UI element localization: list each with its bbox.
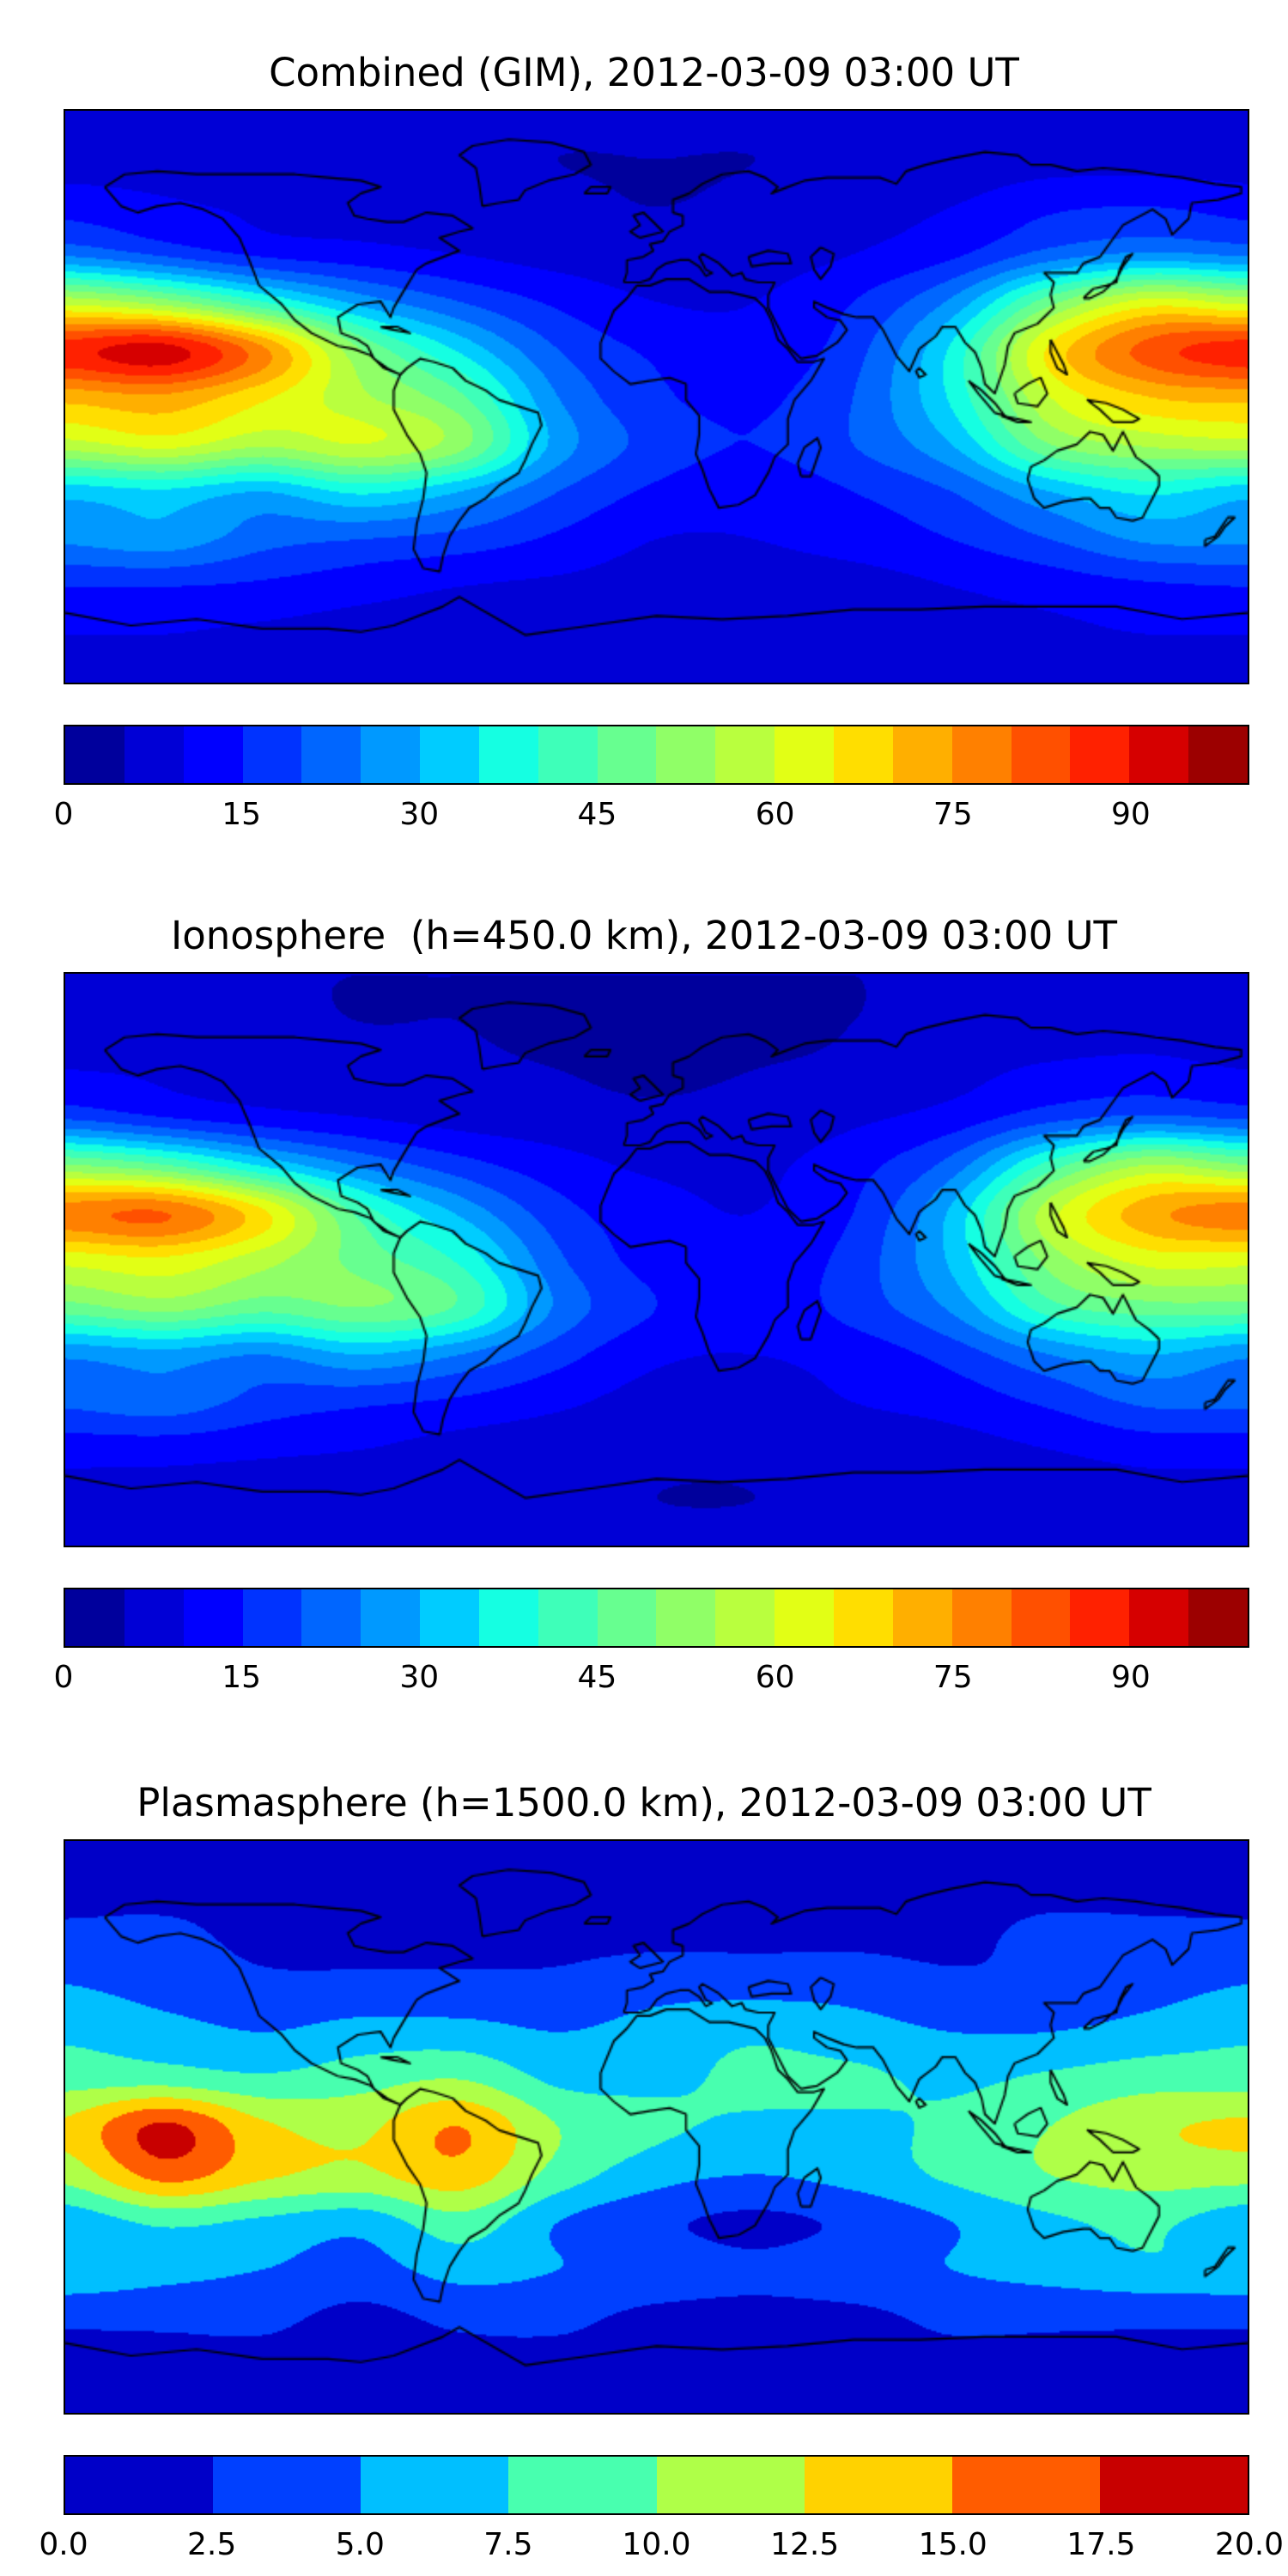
- colorbar-segment: [65, 726, 125, 783]
- colorbar-segment: [656, 1589, 716, 1646]
- map-canvas-combined: [65, 111, 1248, 683]
- panel-combined: Combined (GIM), 2012-03-09 03:00 UT 0 15 3…: [0, 0, 1288, 863]
- colorbar-tick-label: 17.5: [1066, 2527, 1136, 2562]
- colorbar-tick-label: 12.5: [770, 2527, 840, 2562]
- colorbar-segment: [1099, 2457, 1248, 2513]
- colorbar-segment: [478, 726, 538, 783]
- colorbar-segment: [715, 1589, 775, 1646]
- colorbar-segment: [538, 1589, 598, 1646]
- colorbar-tick-labels-plasmasphere: 0.0 2.5 5.0 7.5 10.0 12.5 15.0 17.5 20.0: [39, 2527, 1284, 2568]
- colorbar-tick-label: 10.0: [622, 2527, 691, 2562]
- colorbar-segment: [420, 1589, 479, 1646]
- colorbar-segment: [951, 726, 1012, 783]
- colorbar-tick-label: 0.0: [39, 2527, 88, 2562]
- colorbar-tick-labels-combined: 0 15 30 45 60 75 90: [54, 797, 1249, 838]
- colorbar-combined: [64, 725, 1249, 785]
- colorbar-segment: [361, 1589, 421, 1646]
- colorbar-segment: [1011, 726, 1071, 783]
- world-map-combined: [64, 109, 1249, 684]
- colorbar-segment: [508, 2457, 657, 2513]
- colorbar-tick-label: 90: [1110, 797, 1151, 832]
- colorbar-segment: [65, 1589, 125, 1646]
- colorbar-tick-label: 7.5: [483, 2527, 533, 2562]
- colorbar-segment: [892, 726, 952, 783]
- colorbar-segment: [597, 1589, 657, 1646]
- colorbar-segment: [478, 1589, 538, 1646]
- colorbar-segment: [124, 1589, 184, 1646]
- colorbar-tick-label: 45: [577, 1660, 617, 1695]
- colorbar-segment: [242, 726, 302, 783]
- colorbar-segment: [833, 726, 893, 783]
- colorbar-plasmasphere: [64, 2455, 1249, 2515]
- panel-title: Combined (GIM), 2012-03-09 03:00 UT: [269, 50, 1019, 95]
- colorbar-segment: [951, 1589, 1012, 1646]
- colorbar-tick-label: 15: [222, 797, 262, 832]
- panel-ionosphere: Ionosphere (h=450.0 km), 2012-03-09 03:0…: [0, 863, 1288, 1726]
- colorbar-tick-label: 30: [399, 797, 440, 832]
- colorbar-tick-label: 2.5: [186, 2527, 237, 2562]
- colorbar-segment: [242, 1589, 302, 1646]
- colorbar-segment: [1070, 1589, 1130, 1646]
- colorbar-tick-label: 20.0: [1214, 2527, 1285, 2562]
- colorbar-segment: [715, 726, 775, 783]
- colorbar-segment: [361, 726, 421, 783]
- world-map-ionosphere: [64, 972, 1249, 1547]
- colorbar-tick-label: 60: [755, 797, 795, 832]
- colorbar-segment: [213, 2457, 361, 2513]
- colorbar-segment: [124, 726, 184, 783]
- colorbar-segment: [833, 1589, 893, 1646]
- colorbar-segment: [1129, 726, 1189, 783]
- map-canvas-plasmasphere: [65, 1841, 1248, 2413]
- colorbar-segment: [597, 726, 657, 783]
- map-canvas-ionosphere: [65, 974, 1248, 1546]
- colorbar-tick-label: 90: [1110, 1660, 1151, 1695]
- colorbar-segment: [420, 726, 479, 783]
- world-map-plasmasphere: [64, 1839, 1249, 2415]
- colorbar-tick-label: 75: [933, 1660, 973, 1695]
- colorbar-segment: [65, 2457, 214, 2513]
- colorbar-tick-labels-ionosphere: 0 15 30 45 60 75 90: [54, 1660, 1249, 1701]
- colorbar-segment: [1129, 1589, 1189, 1646]
- colorbar-tick-label: 15.0: [918, 2527, 987, 2562]
- colorbar-ionosphere: [64, 1588, 1249, 1648]
- colorbar-tick-label: 5.0: [335, 2527, 385, 2562]
- colorbar-segment: [1188, 1589, 1248, 1646]
- colorbar-segment: [892, 1589, 952, 1646]
- colorbar-tick-label: 75: [933, 797, 973, 832]
- colorbar-segment: [1070, 726, 1130, 783]
- colorbar-tick-label: 0: [53, 797, 74, 832]
- colorbar-segment: [656, 726, 716, 783]
- colorbar-segment: [951, 2457, 1100, 2513]
- panel-title: Plasmasphere (h=1500.0 km), 2012-03-09 0…: [137, 1780, 1151, 1826]
- panel-plasmasphere: Plasmasphere (h=1500.0 km), 2012-03-09 0…: [0, 1730, 1288, 2576]
- colorbar-segment: [1188, 726, 1248, 783]
- panel-title: Ionosphere (h=450.0 km), 2012-03-09 03:0…: [170, 913, 1118, 958]
- colorbar-tick-label: 45: [577, 797, 617, 832]
- colorbar-segment: [301, 726, 361, 783]
- colorbar-segment: [361, 2457, 509, 2513]
- colorbar-segment: [804, 2457, 952, 2513]
- colorbar-tick-label: 0: [53, 1660, 74, 1695]
- colorbar-segment: [301, 1589, 361, 1646]
- colorbar-tick-label: 15: [222, 1660, 262, 1695]
- colorbar-segment: [1011, 1589, 1071, 1646]
- colorbar-segment: [538, 726, 598, 783]
- colorbar-segment: [775, 726, 834, 783]
- colorbar-segment: [183, 1589, 243, 1646]
- colorbar-segment: [183, 726, 243, 783]
- colorbar-tick-label: 60: [755, 1660, 795, 1695]
- colorbar-tick-label: 30: [399, 1660, 440, 1695]
- colorbar-segment: [775, 1589, 834, 1646]
- colorbar-segment: [656, 2457, 805, 2513]
